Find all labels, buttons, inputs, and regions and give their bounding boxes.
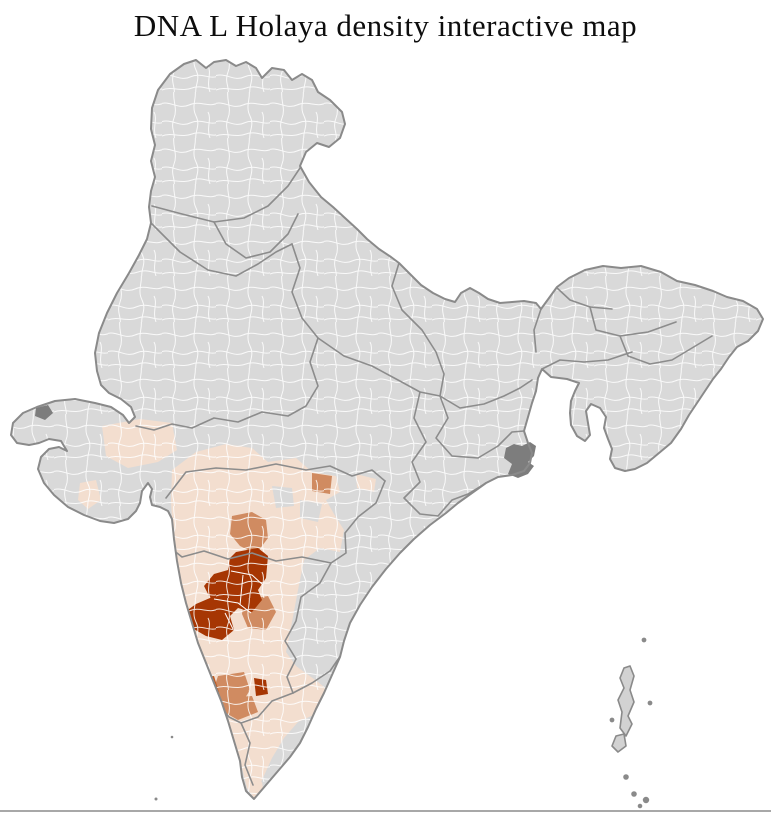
region-kutch-dark-blob[interactable]	[35, 405, 53, 420]
andaman-nicobar-islands[interactable]	[609, 637, 653, 809]
region-bengal-delta-dark[interactable]	[504, 442, 536, 478]
lakshadweep-islands[interactable]	[154, 735, 174, 801]
page-title: DNA L Holaya density interactive map	[133, 8, 638, 43]
bottom-rule	[0, 810, 771, 812]
district-boundaries-mesh	[11, 60, 763, 799]
